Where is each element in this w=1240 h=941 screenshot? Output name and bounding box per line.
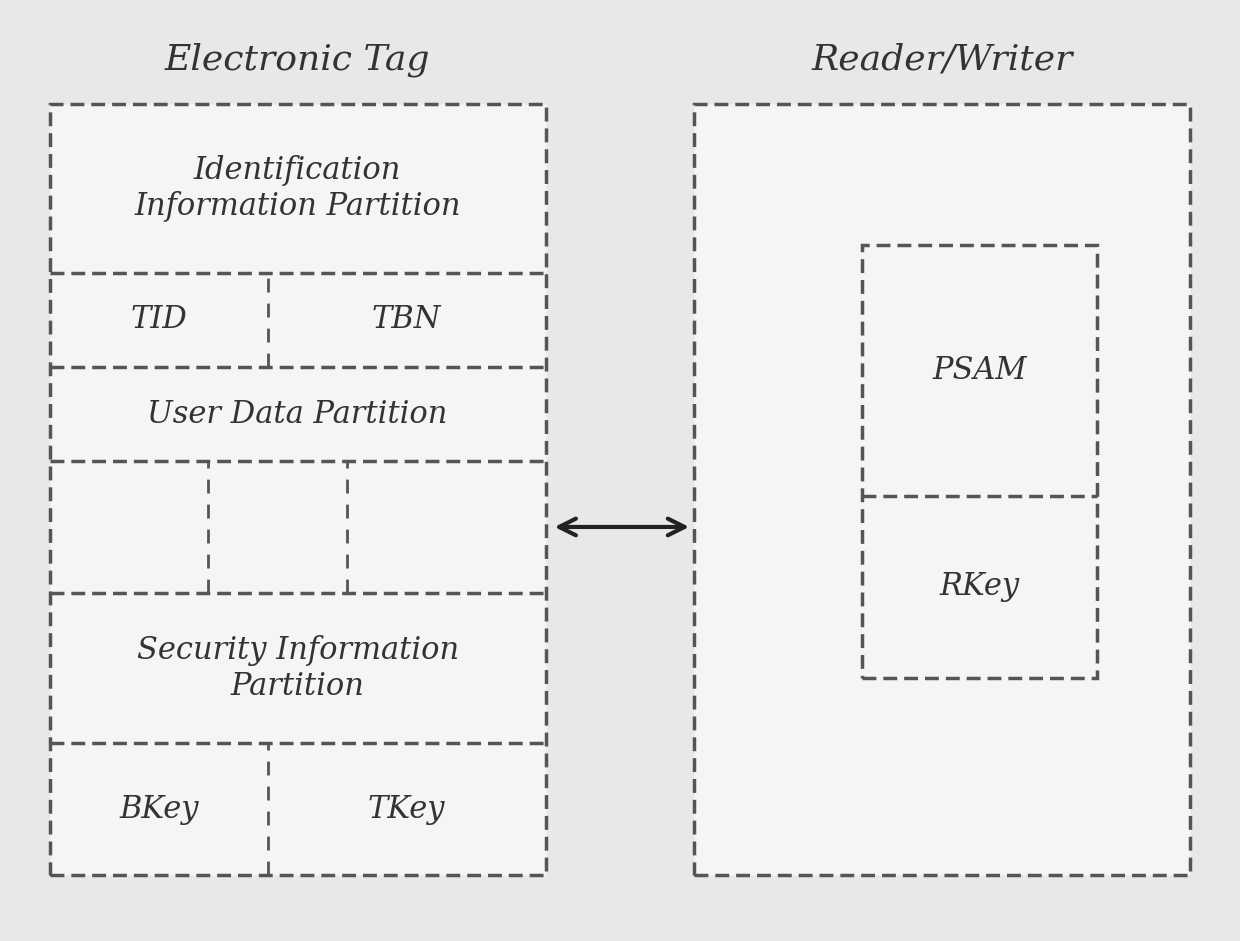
Bar [862,245,1097,678]
Text: Electronic Tag: Electronic Tag [165,42,430,77]
Text: TBN: TBN [372,305,441,335]
Bar [50,104,546,875]
Text: RKey: RKey [940,571,1019,602]
Text: TKey: TKey [368,794,445,824]
Bar [694,104,1190,875]
Text: PSAM: PSAM [932,355,1027,386]
Text: Security Information
Partition: Security Information Partition [136,635,459,701]
Text: BKey: BKey [119,794,198,824]
Text: TID: TID [130,305,187,335]
Text: Reader/Writer: Reader/Writer [812,42,1073,76]
Text: User Data Partition: User Data Partition [148,399,448,429]
Text: Identification
Information Partition: Identification Information Partition [134,155,461,221]
